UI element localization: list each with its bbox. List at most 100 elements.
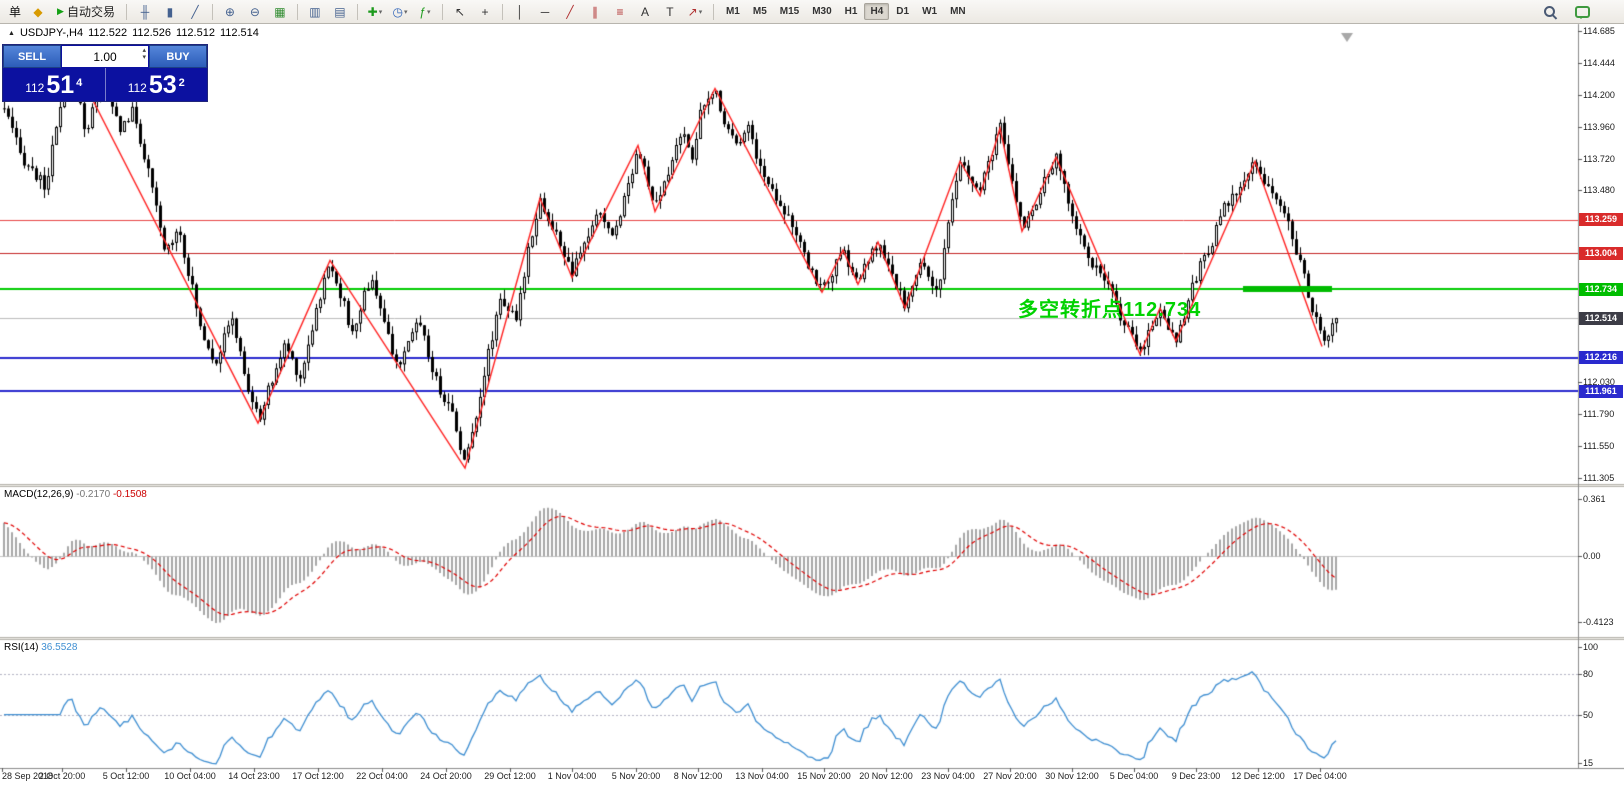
grid-icon[interactable]: ▦ [268,2,292,22]
panel-toggle-icon[interactable]: ▲ [8,29,15,37]
price-badge: 113.004 [1579,246,1623,260]
cursor-icon-glyph: ↖ [454,4,465,19]
volume-value: 1.00 [93,49,117,64]
macd-label: MACD(12,26,9) -0.2170 -0.1508 [4,489,147,500]
price-tick-label: 112.030 [1583,377,1615,388]
volume-stepper[interactable]: ▴ ▾ [142,47,146,61]
text-icon-glyph: A [640,4,649,19]
toolbar-right [1538,2,1618,22]
vertical-line-icon-glyph: │ [516,4,524,19]
price-high: 112.526 [132,27,172,39]
cascade-windows-icon[interactable]: ▤ [328,2,352,22]
date-tick-label: 12 Dec 12:00 [1231,771,1285,781]
zoom-out-icon-glyph: ⊖ [249,4,260,19]
trendline-icon[interactable]: ╱ [558,2,582,22]
tile-windows-icon-glyph: ▥ [309,4,321,19]
chat-bubble-icon [1574,4,1590,20]
date-tick-label: 15 Nov 20:00 [797,771,851,781]
stepper-down-icon[interactable]: ▾ [142,54,146,61]
dropdown-caret-icon: ▾ [403,8,408,16]
date-tick-label: 13 Nov 04:00 [735,771,789,781]
timeframe-mn[interactable]: MN [950,6,966,17]
chart-annotation: 多空转折点112.734 [1018,299,1202,321]
autotrade-button[interactable]: ▶ 自动交易 [52,2,120,22]
macd-tick-label: 0.00 [1583,551,1601,562]
price-tick-label: 111.305 [1583,473,1615,483]
bar-chart-icon-glyph: ╫ [140,4,150,19]
indicators-icon[interactable]: ƒ ▾ [413,2,437,22]
autotrade-label: 自动交易 [66,5,115,19]
chart-header: ▲ USDJPY-,H4 112.522 112.526 112.512 112… [8,27,259,39]
bar-chart-icon[interactable]: ╫ [133,2,157,22]
horizontal-line-icon[interactable]: ─ [533,2,557,22]
label-icon[interactable]: T [658,2,682,22]
macd-name: MACD(12,26,9) [4,489,74,500]
market-icon[interactable]: ◆ [26,2,50,22]
cursor-icon[interactable]: ↖ [448,2,472,22]
horizontal-line-icon-glyph: ─ [540,4,550,19]
sell-button[interactable]: SELL [3,45,61,68]
buy-button[interactable]: BUY [149,45,207,68]
date-tick-label: 27 Nov 20:00 [983,771,1037,781]
search-icon[interactable] [1538,2,1562,22]
rsi-tick-label: 15 [1583,758,1594,768]
date-tick-label: 24 Oct 20:00 [420,771,472,781]
timeframe-h1[interactable]: H1 [844,6,858,17]
date-tick-label: 17 Oct 12:00 [292,771,344,781]
market-cube-icon: ◆ [33,4,43,19]
channel-icon[interactable]: ∥ [583,2,607,22]
line-chart-icon[interactable]: ╱ [183,2,207,22]
toolbar-separator [356,3,358,20]
price-tick-label: 114.200 [1583,90,1615,101]
date-tick-label: 17 Dec 04:00 [1293,771,1347,781]
toolbar-separator [211,3,213,20]
fibonacci-icon[interactable]: ≡ [608,2,632,22]
zoom-in-icon[interactable]: ⊕ [218,2,242,22]
tile-windows-icon[interactable]: ▥ [303,2,327,22]
macd-signal-value: -0.1508 [112,489,147,500]
dropdown-caret-icon: ▾ [378,8,383,16]
rsi-tick-label: 80 [1583,669,1594,680]
sell-price[interactable]: 112 51 4 [3,68,106,101]
rsi-value: 36.5528 [41,642,78,653]
toolbar-separator [441,3,443,20]
new-order-icon[interactable]: ✚ ▾ [363,2,387,22]
rsi-tick-label: 50 [1583,710,1594,721]
volume-input[interactable]: 1.00 ▴ ▾ [62,46,148,67]
candlestick-chart-icon-glyph: ▮ [166,4,174,19]
candlestick-chart-icon[interactable]: ▮ [158,2,182,22]
timeframe-m15[interactable]: M15 [779,6,800,17]
date-tick-label: 10 Oct 04:00 [164,771,216,781]
price-badge: 112.514 [1579,311,1623,325]
price-tick-label: 113.960 [1583,121,1615,132]
vertical-line-icon[interactable]: │ [508,2,532,22]
timeframe-d1[interactable]: D1 [896,6,910,17]
order-menu[interactable]: 单 [9,5,22,19]
date-tick-label: 14 Oct 23:00 [228,771,280,781]
timeframe-m5[interactable]: M5 [752,6,767,17]
text-icon[interactable]: A [633,2,657,22]
price-tick-label: 113.480 [1583,185,1615,196]
price-badge: 112.216 [1579,351,1623,365]
timeframe-w1[interactable]: W1 [922,6,938,17]
sell-price-sup: 4 [76,77,83,89]
timeframe-h4[interactable]: H4 [864,3,890,20]
price-tick-label: 114.685 [1583,26,1615,36]
stepper-up-icon[interactable]: ▴ [142,47,146,54]
price-tick-label: 111.550 [1583,440,1615,451]
buy-price[interactable]: 112 53 2 [106,68,208,101]
date-tick-label: 29 Oct 12:00 [484,771,536,781]
date-tick-label: 2 Oct 20:00 [38,771,86,781]
arrow-tool-icon[interactable]: ↗ ▾ [683,2,707,22]
timeframe-m1[interactable]: M1 [725,6,740,17]
timeframe-m30[interactable]: M30 [812,6,832,17]
toolbar: 单 ◆ ▶ 自动交易 ╫ ▮ ╱ ⊕ ⊖ ▦ ▥ ▤ ✚ ▾ ◷ ▾ ƒ ▾ ↖ + │ ─ ╱ ∥ ≡ A T ↗ ▾ M1 M… [0,0,1624,24]
price-tick-label: 113.720 [1583,153,1615,164]
zoom-out-icon[interactable]: ⊖ [243,2,267,22]
date-tick-label: 8 Nov 12:00 [673,771,723,781]
symbol-period-label: USDJPY-,H4 [19,27,84,39]
chat-icon[interactable] [1570,2,1594,22]
period-clock-icon[interactable]: ◷ ▾ [388,2,412,22]
crosshair-icon[interactable]: + [473,2,497,22]
